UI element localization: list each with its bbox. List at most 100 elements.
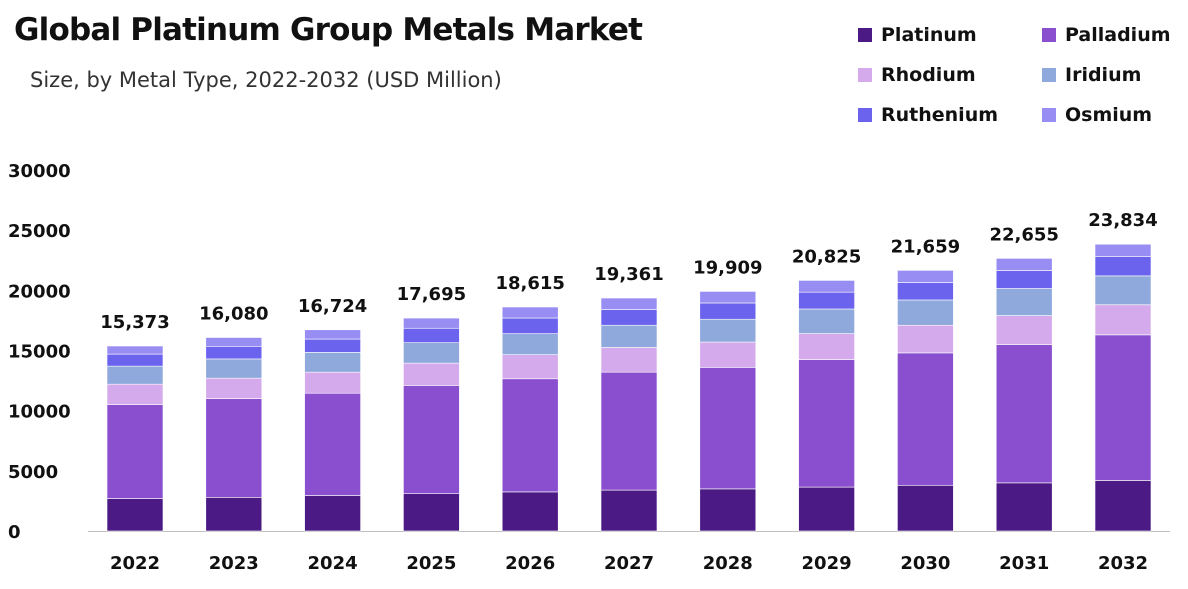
bar-segment-ruthenium <box>600 309 658 326</box>
bar-segment-rhodium <box>897 324 954 354</box>
bar-segment-ruthenium <box>304 338 361 353</box>
legend-item-ruthenium: Ruthenium <box>858 104 998 126</box>
bar-segment-iridium <box>897 299 954 326</box>
y-tick-label: 30000 <box>8 161 71 182</box>
bar-total-label: 16,080 <box>199 304 268 325</box>
bar-segment-rhodium <box>501 354 559 380</box>
bar-total-label: 19,909 <box>693 257 762 278</box>
bar-segment-palladium <box>897 352 954 486</box>
bar-total-label: 23,834 <box>1088 210 1157 231</box>
bar-segment-ruthenium <box>403 327 460 343</box>
y-tick-label: 0 <box>8 522 21 543</box>
x-tick-label: 2027 <box>604 553 654 574</box>
legend-item-iridium: Iridium <box>1042 64 1141 86</box>
bar-segment-palladium <box>995 344 1053 484</box>
bar-segment-rhodium <box>403 362 460 386</box>
chart-title: Global Platinum Group Metals Market <box>14 12 643 48</box>
bar-segment-osmium <box>1094 243 1152 257</box>
bar-segment-ruthenium <box>106 353 164 367</box>
bar-segment-iridium <box>501 333 559 356</box>
y-tick-label: 15000 <box>8 342 71 363</box>
bar-total-label: 17,695 <box>397 284 466 305</box>
bar-segment-palladium <box>699 367 757 490</box>
bar-segment-palladium <box>403 385 460 494</box>
y-tick-label: 25000 <box>8 221 71 242</box>
bar-segment-osmium <box>798 280 855 293</box>
bar-segment-osmium <box>106 345 164 355</box>
bar-segment-platinum <box>1094 480 1152 532</box>
legend-swatch-iridium <box>1042 68 1056 82</box>
bar-segment-rhodium <box>798 333 855 360</box>
x-tick-label: 2028 <box>703 553 753 574</box>
x-tick-label: 2030 <box>900 553 950 574</box>
bar-segment-iridium <box>995 288 1053 316</box>
x-tick-label: 2031 <box>999 553 1049 574</box>
bar-total-label: 19,361 <box>594 264 663 285</box>
bar-segment-platinum <box>501 491 559 532</box>
x-tick-label: 2025 <box>406 553 456 574</box>
bar-segment-platinum <box>897 484 954 532</box>
chart-subtitle: Size, by Metal Type, 2022-2032 (USD Mill… <box>30 68 502 92</box>
bar-segment-ruthenium <box>1094 256 1152 277</box>
bar-segment-iridium <box>205 358 263 379</box>
legend-swatch-platinum <box>858 28 872 42</box>
bar-segment-platinum <box>106 498 164 532</box>
legend-label-osmium: Osmium <box>1065 104 1153 126</box>
bar-segment-osmium <box>995 258 1053 271</box>
legend-swatch-palladium <box>1042 28 1056 42</box>
bar-segment-palladium <box>1094 334 1152 481</box>
bar-segment-platinum <box>205 497 263 532</box>
legend-label-rhodium: Rhodium <box>881 64 976 86</box>
y-tick-label: 5000 <box>8 462 58 483</box>
legend-item-palladium: Palladium <box>1042 24 1171 46</box>
legend-swatch-rhodium <box>858 68 872 82</box>
x-tick-label: 2023 <box>209 553 259 574</box>
bar-segment-osmium <box>501 306 559 319</box>
bar-segment-platinum <box>798 486 855 532</box>
bar-segment-ruthenium <box>995 270 1053 289</box>
bar-segment-ruthenium <box>501 317 559 334</box>
bar-segment-osmium <box>304 329 361 340</box>
legend-label-platinum: Platinum <box>881 24 977 46</box>
bar-segment-iridium <box>1094 275 1152 306</box>
bar-segment-iridium <box>600 324 658 348</box>
bar-segment-palladium <box>106 404 164 499</box>
legend-swatch-osmium <box>1042 108 1056 122</box>
bar-segment-platinum <box>304 495 361 532</box>
bar-segment-ruthenium <box>897 282 954 301</box>
bar-total-label: 20,825 <box>792 246 861 267</box>
legend-label-palladium: Palladium <box>1065 24 1171 46</box>
x-tick-label: 2032 <box>1098 553 1148 574</box>
bar-segment-rhodium <box>600 347 658 373</box>
x-tick-label: 2029 <box>802 553 852 574</box>
legend-item-platinum: Platinum <box>858 24 977 46</box>
bar-segment-rhodium <box>1094 304 1152 336</box>
bar-segment-palladium <box>798 359 855 488</box>
y-tick-label: 20000 <box>8 281 71 302</box>
bar-segment-palladium <box>304 392 361 496</box>
bar-segment-osmium <box>600 297 658 310</box>
bar-segment-rhodium <box>699 341 757 368</box>
bar-segment-iridium <box>798 308 855 334</box>
bar-segment-rhodium <box>995 315 1053 345</box>
bar-total-label: 16,724 <box>298 296 367 317</box>
bar-segment-osmium <box>205 337 263 347</box>
bar-segment-osmium <box>897 270 954 283</box>
legend-item-rhodium: Rhodium <box>858 64 976 86</box>
bar-segment-ruthenium <box>205 345 263 360</box>
bar-total-label: 21,659 <box>891 236 960 257</box>
y-tick-label: 10000 <box>8 402 71 423</box>
x-tick-label: 2026 <box>505 553 555 574</box>
bar-segment-palladium <box>205 398 263 498</box>
bar-segment-platinum <box>699 488 757 532</box>
legend-label-ruthenium: Ruthenium <box>881 104 999 126</box>
bar-segment-platinum <box>600 489 658 532</box>
legend-swatch-ruthenium <box>858 108 872 122</box>
bar-segment-palladium <box>501 378 559 493</box>
bar-total-label: 18,615 <box>495 273 564 294</box>
bar-segment-rhodium <box>106 383 164 405</box>
bar-segment-rhodium <box>304 371 361 394</box>
x-tick-label: 2022 <box>110 553 160 574</box>
bar-segment-platinum <box>403 493 460 532</box>
